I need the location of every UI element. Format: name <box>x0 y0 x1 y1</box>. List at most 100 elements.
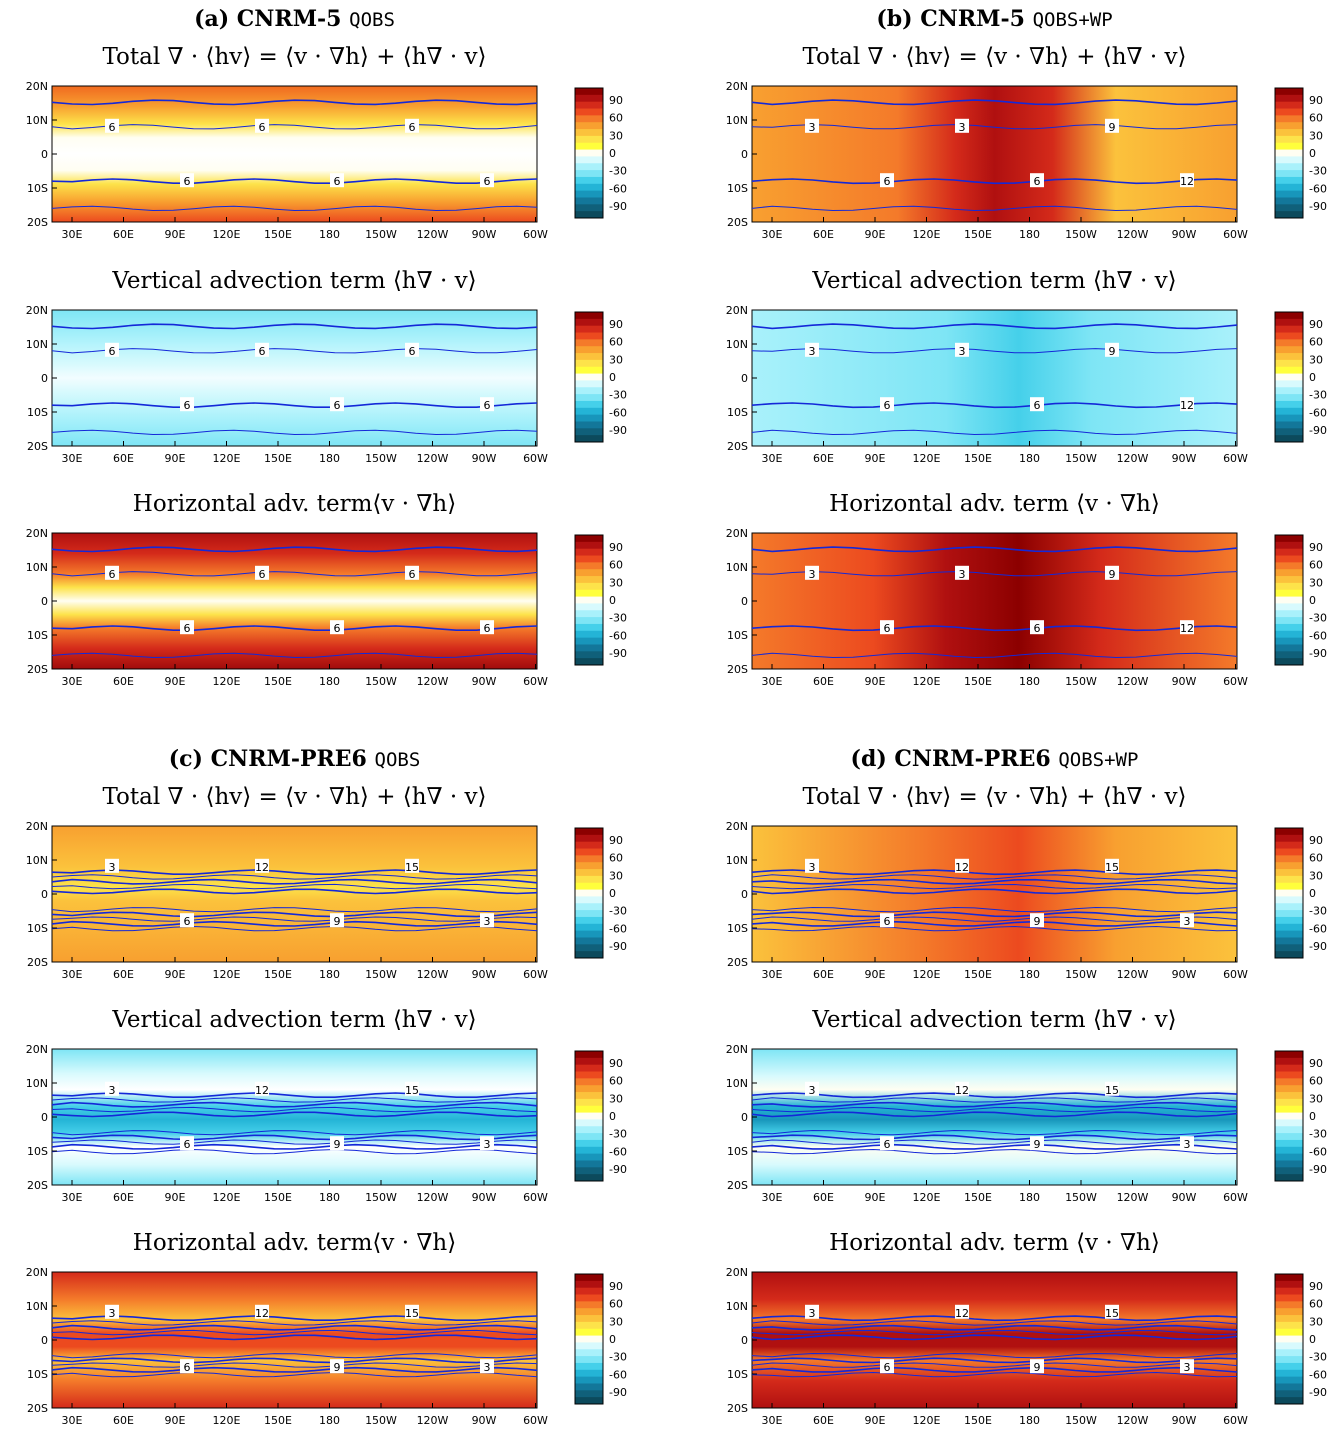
x-tick-label: 150E <box>264 968 292 981</box>
colorbar-swatch <box>575 637 603 645</box>
contour-label-bg <box>330 1136 344 1151</box>
contour-line <box>751 178 1238 185</box>
colorbar-label: -30 <box>609 1351 627 1364</box>
colorbar-swatch <box>1275 190 1303 198</box>
colorbar-swatch <box>1275 610 1303 618</box>
colorbar-label: 90 <box>1309 94 1323 107</box>
contour-line <box>51 883 538 890</box>
colorbar-label: -60 <box>609 922 627 935</box>
colorbar-label: -30 <box>1309 1128 1327 1141</box>
colorbar-swatch <box>575 596 603 604</box>
colorbar-swatch <box>1275 1280 1303 1289</box>
x-tick-label: 120E <box>213 1191 241 1204</box>
x-tick-label: 90W <box>1172 228 1197 241</box>
x-tick-label: 120E <box>213 1414 241 1427</box>
colorbar-swatch <box>575 916 603 925</box>
colorbar-frame <box>1274 1050 1304 1182</box>
y-tick-label: 10N <box>726 854 748 867</box>
contour-line <box>51 869 538 875</box>
colorbar-swatch <box>575 156 603 164</box>
colorbar-swatch <box>575 1362 603 1371</box>
colorbar-swatch <box>575 421 603 429</box>
contour-line <box>51 1092 538 1098</box>
x-tick-label: 30E <box>62 452 83 465</box>
colorbar-swatch <box>1275 183 1303 192</box>
contour-label-bg <box>1030 1359 1044 1374</box>
colorbar-swatch <box>1275 353 1303 361</box>
contour-label: 3 <box>1184 1361 1191 1374</box>
colorbar-swatch <box>575 176 603 185</box>
colorbar-swatch <box>575 325 603 334</box>
contour-label-bg <box>255 1081 269 1096</box>
x-tick-label: 180 <box>1019 228 1040 241</box>
x-tick-label: 60E <box>113 1414 134 1427</box>
subplot-horizontal: Horizontal adv. term⟨v · ∇h⟩ 6 6 6 6 6 6 20N 10N… <box>26 491 627 688</box>
contour-label-bg <box>955 1081 969 1096</box>
contour-label: 12 <box>255 861 269 874</box>
y-tick-label: 10N <box>726 114 748 127</box>
colorbar-swatch <box>1275 651 1303 659</box>
contour-label-bg <box>105 565 119 580</box>
x-tick-label: 150E <box>964 1191 992 1204</box>
x-tick-label: 90W <box>472 228 497 241</box>
panel-c: (c) CNRM-PRE6 QOBS Total ∇ · ⟨hv⟩ = ⟨v · … <box>26 746 627 1427</box>
contour-line <box>751 888 1238 895</box>
colorbar-swatch <box>1275 910 1303 918</box>
colorbar-swatch <box>1275 1051 1303 1059</box>
colorbar-swatch <box>1275 318 1303 327</box>
x-tick-label: 30E <box>62 1414 83 1427</box>
contour-line <box>751 99 1238 106</box>
colorbar-swatch <box>575 394 603 402</box>
colorbar-swatch <box>1275 380 1303 388</box>
colorbar-label: 30 <box>609 576 623 589</box>
colorbar-swatch <box>575 903 603 911</box>
colorbar-swatch <box>575 211 603 219</box>
x-tick-label: 120E <box>913 968 941 981</box>
x-tick-label: 120W <box>417 228 449 241</box>
contour-label: 6 <box>184 622 191 635</box>
contour-label-bg <box>105 858 119 873</box>
colorbar-swatch <box>575 1349 603 1357</box>
colorbar-swatch <box>575 190 603 198</box>
colorbar-swatch <box>575 1342 603 1350</box>
y-tick-label: 20S <box>727 216 748 229</box>
contour-label: 6 <box>884 915 891 928</box>
x-tick-label: 150W <box>365 968 397 981</box>
colorbar-label: 60 <box>1309 112 1323 125</box>
contour-label: 9 <box>1034 915 1041 928</box>
colorbar-swatch <box>1275 875 1303 884</box>
colorbar-swatch <box>1275 435 1303 443</box>
colorbar-swatch <box>1275 129 1303 137</box>
colorbar-swatch <box>1275 562 1303 570</box>
colorbar-label: 90 <box>609 94 623 107</box>
colorbar-label: 60 <box>609 1075 623 1088</box>
colorbar-swatch <box>1275 1301 1303 1309</box>
colorbar-swatch <box>575 428 603 436</box>
x-tick-label: 60E <box>813 1191 834 1204</box>
contour-line <box>51 1353 538 1359</box>
colorbar-label: -90 <box>1309 1386 1327 1399</box>
contour-label: 6 <box>334 399 341 412</box>
colorbar-label: -60 <box>1309 1368 1327 1381</box>
subplot-total: Total ∇ · ⟨hv⟩ = ⟨v · ∇h⟩ + ⟨h∇ · v⟩ 3 6 3 6… <box>726 44 1327 241</box>
colorbar-swatch <box>575 1376 603 1384</box>
contour-label: 3 <box>484 1138 491 1151</box>
colorbar-swatch <box>575 882 603 891</box>
contour-label-bg <box>480 397 494 412</box>
contour-line <box>51 1366 538 1373</box>
contour-label: 3 <box>484 915 491 928</box>
contour-line <box>51 178 538 184</box>
colorbar-swatch <box>1275 142 1303 151</box>
x-tick-label: 60E <box>113 1191 134 1204</box>
y-tick-label: 0 <box>741 888 748 901</box>
subplot-title: Horizontal adv. term⟨v · ∇h⟩ <box>133 1230 456 1256</box>
colorbar-label: -60 <box>609 1145 627 1158</box>
colorbar-swatch <box>1275 1294 1303 1302</box>
colorbar: 90 60 30 0 -30 -60 -90 <box>1274 311 1327 443</box>
contour-label-bg <box>255 1304 269 1319</box>
colorbar-label: 30 <box>609 1092 623 1105</box>
colorbar-swatch <box>575 1287 603 1296</box>
subplot-title: Horizontal adv. term ⟨v · ∇h⟩ <box>829 491 1160 517</box>
contour-line <box>51 1101 538 1108</box>
contour-line <box>51 1139 538 1145</box>
